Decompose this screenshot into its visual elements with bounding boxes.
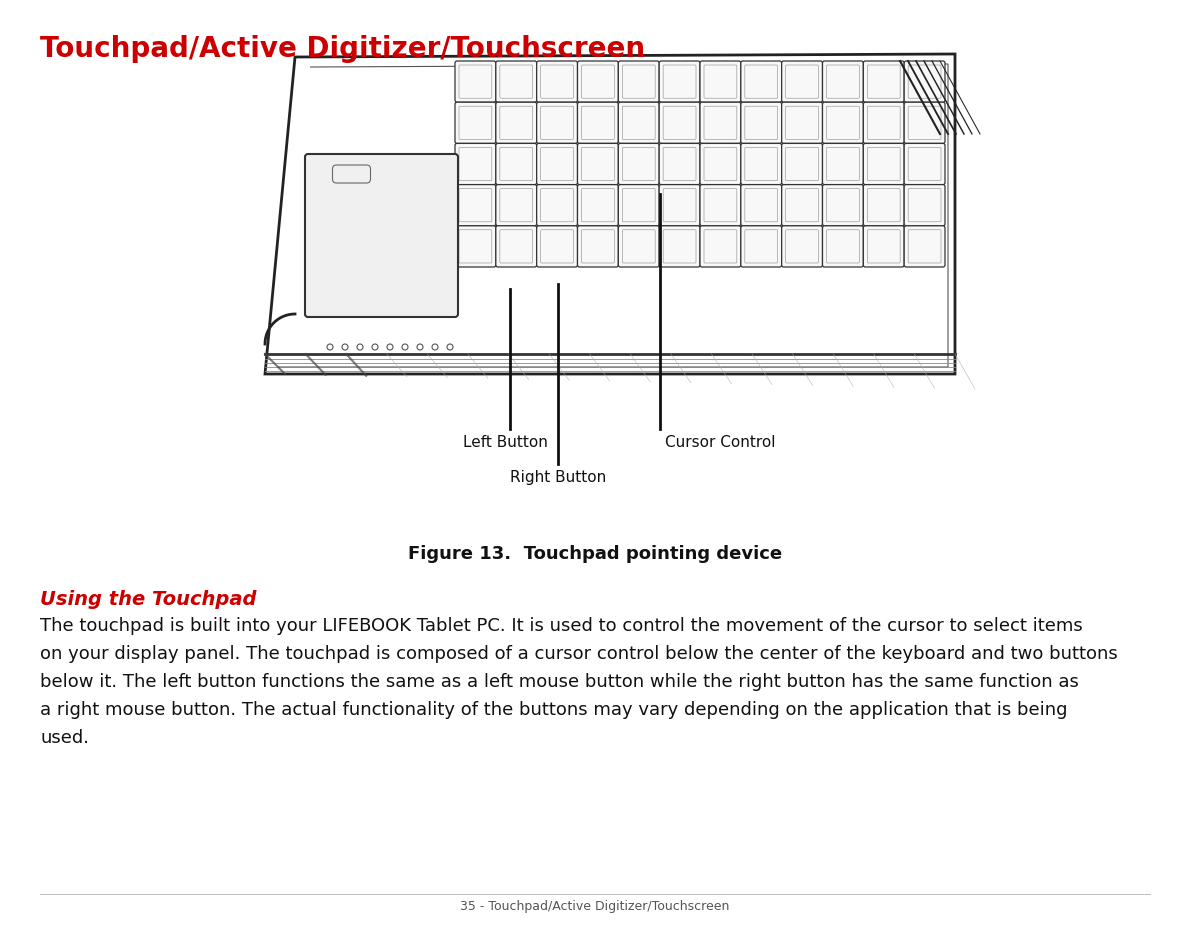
FancyBboxPatch shape: [537, 103, 577, 144]
FancyBboxPatch shape: [496, 186, 537, 226]
FancyBboxPatch shape: [741, 144, 782, 186]
FancyBboxPatch shape: [577, 186, 619, 226]
FancyBboxPatch shape: [700, 144, 741, 186]
FancyBboxPatch shape: [659, 103, 700, 144]
Text: a right mouse button. The actual functionality of the buttons may vary depending: a right mouse button. The actual functio…: [40, 701, 1067, 718]
FancyBboxPatch shape: [863, 226, 904, 267]
FancyBboxPatch shape: [619, 62, 659, 103]
FancyBboxPatch shape: [863, 103, 904, 144]
FancyBboxPatch shape: [537, 226, 577, 267]
FancyBboxPatch shape: [822, 144, 863, 186]
FancyBboxPatch shape: [782, 186, 822, 226]
FancyBboxPatch shape: [537, 62, 577, 103]
FancyBboxPatch shape: [455, 103, 496, 144]
Text: on your display panel. The touchpad is composed of a cursor control below the ce: on your display panel. The touchpad is c…: [40, 644, 1117, 663]
FancyBboxPatch shape: [659, 186, 700, 226]
FancyBboxPatch shape: [619, 226, 659, 267]
Text: Figure 13.  Touchpad pointing device: Figure 13. Touchpad pointing device: [408, 545, 782, 562]
FancyBboxPatch shape: [496, 144, 537, 186]
FancyBboxPatch shape: [496, 226, 537, 267]
FancyBboxPatch shape: [496, 103, 537, 144]
FancyBboxPatch shape: [619, 103, 659, 144]
FancyBboxPatch shape: [659, 226, 700, 267]
FancyBboxPatch shape: [537, 186, 577, 226]
Text: The touchpad is built into your LIFEBOOK Tablet PC. It is used to control the mo: The touchpad is built into your LIFEBOOK…: [40, 616, 1083, 635]
FancyBboxPatch shape: [904, 144, 945, 186]
FancyBboxPatch shape: [659, 62, 700, 103]
FancyBboxPatch shape: [455, 186, 496, 226]
FancyBboxPatch shape: [700, 62, 741, 103]
FancyBboxPatch shape: [455, 226, 496, 267]
FancyBboxPatch shape: [577, 144, 619, 186]
FancyBboxPatch shape: [700, 186, 741, 226]
Text: used.: used.: [40, 728, 89, 746]
FancyBboxPatch shape: [782, 62, 822, 103]
FancyBboxPatch shape: [619, 144, 659, 186]
FancyBboxPatch shape: [863, 144, 904, 186]
FancyBboxPatch shape: [822, 226, 863, 267]
FancyBboxPatch shape: [700, 226, 741, 267]
FancyBboxPatch shape: [659, 144, 700, 186]
FancyBboxPatch shape: [619, 186, 659, 226]
FancyBboxPatch shape: [455, 144, 496, 186]
FancyBboxPatch shape: [305, 155, 458, 317]
FancyBboxPatch shape: [904, 186, 945, 226]
FancyBboxPatch shape: [455, 62, 496, 103]
Text: Touchpad/Active Digitizer/Touchscreen: Touchpad/Active Digitizer/Touchscreen: [40, 35, 645, 63]
FancyBboxPatch shape: [741, 103, 782, 144]
FancyBboxPatch shape: [822, 186, 863, 226]
FancyBboxPatch shape: [700, 103, 741, 144]
FancyBboxPatch shape: [577, 103, 619, 144]
Text: below it. The left button functions the same as a left mouse button while the ri: below it. The left button functions the …: [40, 672, 1079, 690]
FancyBboxPatch shape: [904, 62, 945, 103]
Text: 35 - Touchpad/Active Digitizer/Touchscreen: 35 - Touchpad/Active Digitizer/Touchscre…: [461, 899, 729, 912]
FancyBboxPatch shape: [822, 62, 863, 103]
FancyBboxPatch shape: [904, 226, 945, 267]
Text: Using the Touchpad: Using the Touchpad: [40, 589, 257, 609]
FancyBboxPatch shape: [741, 186, 782, 226]
FancyBboxPatch shape: [496, 62, 537, 103]
FancyBboxPatch shape: [782, 103, 822, 144]
FancyBboxPatch shape: [741, 62, 782, 103]
FancyBboxPatch shape: [537, 144, 577, 186]
FancyBboxPatch shape: [577, 226, 619, 267]
FancyBboxPatch shape: [863, 186, 904, 226]
Text: Cursor Control: Cursor Control: [665, 434, 776, 449]
FancyBboxPatch shape: [822, 103, 863, 144]
Text: Right Button: Right Button: [509, 470, 606, 484]
FancyBboxPatch shape: [741, 226, 782, 267]
FancyBboxPatch shape: [863, 62, 904, 103]
FancyBboxPatch shape: [782, 144, 822, 186]
FancyBboxPatch shape: [782, 226, 822, 267]
FancyBboxPatch shape: [577, 62, 619, 103]
Text: Left Button: Left Button: [463, 434, 547, 449]
FancyBboxPatch shape: [904, 103, 945, 144]
